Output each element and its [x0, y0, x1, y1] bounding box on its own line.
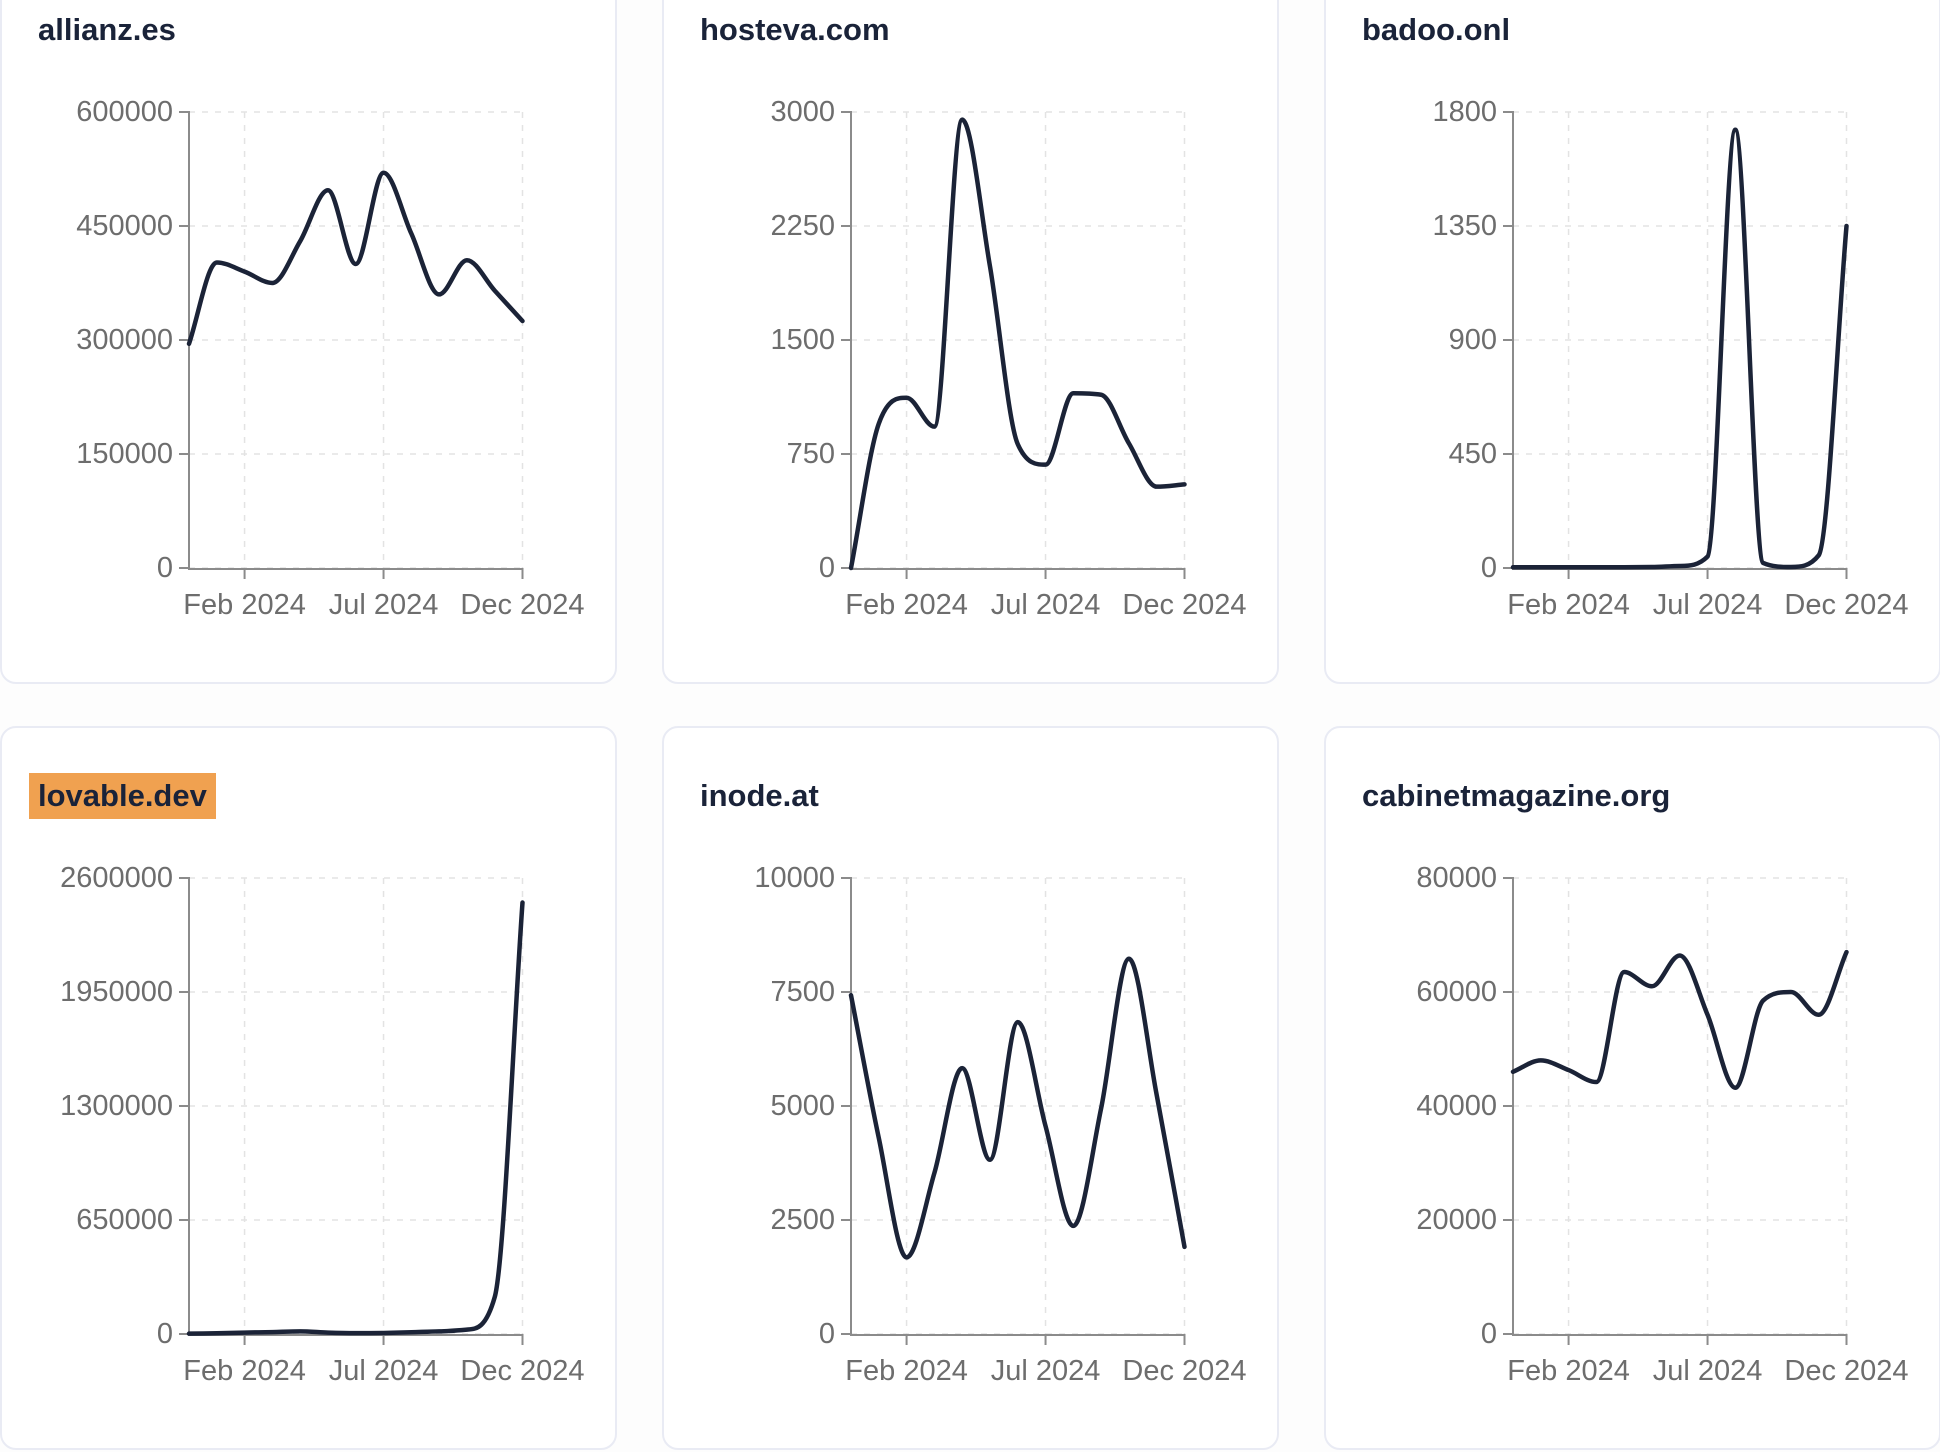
svg-text:40000: 40000 [1416, 1090, 1497, 1122]
svg-text:Feb 2024: Feb 2024 [183, 589, 306, 621]
line-chart: 0 2500 5000 7500 10000 Feb 2024 Jul 2024 Dec 20… [754, 862, 1246, 1387]
chart-title: hosteva.com [700, 12, 890, 47]
line-chart: 0 20000 40000 60000 80000 Feb 2024 Jul 2024 Dec… [1416, 862, 1908, 1387]
line-chart: 0 150000 300000 450000 600000 Feb 2024 Jul 202… [76, 96, 584, 621]
svg-text:Jul 2024: Jul 2024 [329, 1355, 439, 1387]
svg-text:Jul 2024: Jul 2024 [1653, 589, 1763, 621]
svg-text:3000: 3000 [770, 96, 835, 128]
chart-title: inode.at [700, 778, 819, 813]
svg-text:600000: 600000 [76, 96, 173, 128]
svg-text:20000: 20000 [1416, 1204, 1497, 1236]
svg-text:650000: 650000 [76, 1204, 173, 1236]
svg-text:Dec 2024: Dec 2024 [1784, 589, 1908, 621]
svg-text:1800: 1800 [1432, 96, 1497, 128]
line-chart: 0 450 900 1350 1800 Feb 2024 Jul 2024 Dec 2024 [1432, 96, 1908, 621]
chart-card-inode: inode.at 0 2500 5000 7500 10000 Feb 2024 Jul 2… [662, 726, 1279, 1450]
svg-text:450: 450 [1449, 438, 1497, 470]
svg-text:10000: 10000 [754, 862, 835, 894]
svg-text:0: 0 [1481, 552, 1497, 584]
svg-text:1500: 1500 [770, 324, 835, 356]
svg-text:0: 0 [819, 552, 835, 584]
svg-text:Dec 2024: Dec 2024 [1784, 1355, 1908, 1387]
svg-text:Jul 2024: Jul 2024 [1653, 1355, 1763, 1387]
svg-text:450000: 450000 [76, 210, 173, 242]
chart-title: allianz.es [38, 12, 176, 47]
svg-text:Feb 2024: Feb 2024 [1507, 589, 1630, 621]
svg-text:Dec 2024: Dec 2024 [460, 589, 584, 621]
svg-text:150000: 150000 [76, 438, 173, 470]
chart-title: cabinetmagazine.org [1362, 778, 1671, 813]
svg-text:2250: 2250 [770, 210, 835, 242]
svg-text:5000: 5000 [770, 1090, 835, 1122]
chart-card-hosteva: hosteva.com 0 750 1500 2250 3000 Feb 2024 Jul … [662, 0, 1279, 684]
svg-text:0: 0 [157, 552, 173, 584]
svg-text:0: 0 [157, 1318, 173, 1350]
svg-text:Jul 2024: Jul 2024 [329, 589, 439, 621]
line-chart: 0 650000 1300000 1950000 2600000 Feb 2024 Jul … [60, 862, 584, 1387]
chart-title-highlighted: lovable.dev [29, 773, 216, 819]
chart-card-lovable: lovable.dev 0 650000 1300000 1950000 2600000… [0, 726, 617, 1450]
svg-text:1950000: 1950000 [60, 976, 173, 1008]
svg-text:Jul 2024: Jul 2024 [991, 589, 1101, 621]
chart-card-badoo: badoo.onl 0 450 900 1350 1800 Feb 2024 Jul 202… [1324, 0, 1940, 684]
svg-text:300000: 300000 [76, 324, 173, 356]
svg-text:Feb 2024: Feb 2024 [1507, 1355, 1630, 1387]
svg-text:7500: 7500 [770, 976, 835, 1008]
svg-text:0: 0 [819, 1318, 835, 1350]
svg-text:Jul 2024: Jul 2024 [991, 1355, 1101, 1387]
chart-card-allianz: allianz.es 0 150000 300000 450000 600000 Feb … [0, 0, 617, 684]
svg-text:Dec 2024: Dec 2024 [1122, 589, 1246, 621]
svg-text:2500: 2500 [770, 1204, 835, 1236]
svg-text:900: 900 [1449, 324, 1497, 356]
svg-text:750: 750 [787, 438, 835, 470]
svg-text:Feb 2024: Feb 2024 [183, 1355, 306, 1387]
chart-card-cabinetmagazine: cabinetmagazine.org 0 20000 40000 60000 8000… [1324, 726, 1940, 1450]
svg-text:1350: 1350 [1432, 210, 1497, 242]
svg-text:1300000: 1300000 [60, 1090, 173, 1122]
svg-text:Dec 2024: Dec 2024 [460, 1355, 584, 1387]
svg-text:Dec 2024: Dec 2024 [1122, 1355, 1246, 1387]
line-chart: 0 750 1500 2250 3000 Feb 2024 Jul 2024 Dec 2024 [770, 96, 1246, 621]
svg-text:60000: 60000 [1416, 976, 1497, 1008]
svg-text:Feb 2024: Feb 2024 [845, 589, 968, 621]
svg-text:2600000: 2600000 [60, 862, 173, 894]
svg-text:0: 0 [1481, 1318, 1497, 1350]
chart-title: badoo.onl [1362, 12, 1511, 47]
svg-text:Feb 2024: Feb 2024 [845, 1355, 968, 1387]
svg-text:80000: 80000 [1416, 862, 1497, 894]
